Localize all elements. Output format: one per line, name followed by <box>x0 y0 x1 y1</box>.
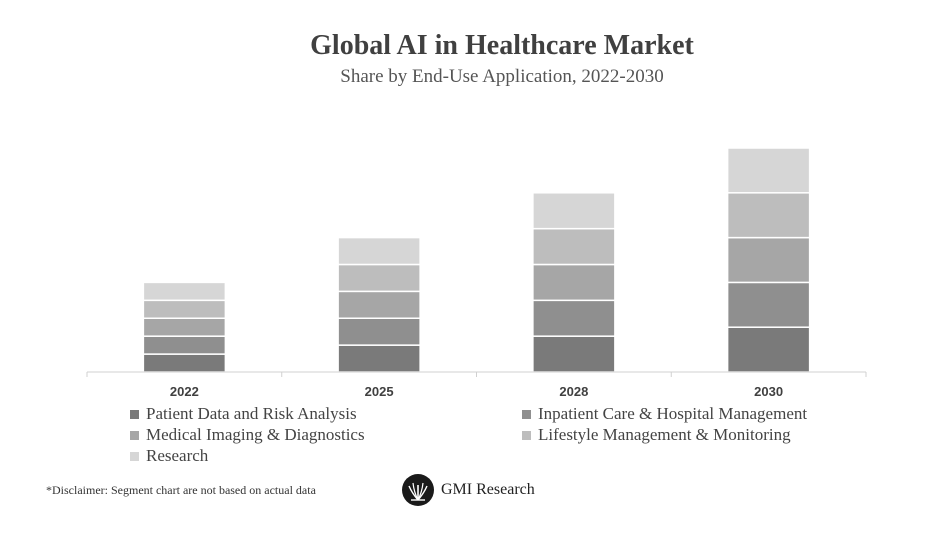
bars-group <box>142 147 811 373</box>
bar-segment-2030-1 <box>726 326 811 373</box>
bar-segment-2025-4 <box>337 263 421 293</box>
bar-segment-2030-5 <box>726 147 811 194</box>
bar-segment-2022-2 <box>142 335 227 355</box>
bar-segment-2025-2 <box>337 317 421 346</box>
stacked-bar-chart: 2022 2025 2028 2030 <box>86 147 867 399</box>
chart-title: Global AI in Healthcare Market <box>310 30 694 61</box>
bar-segment-2030-4 <box>726 192 811 239</box>
chart-subtitle: Share by End-Use Application, 2022-2030 <box>340 66 664 87</box>
legend-swatch <box>130 409 139 419</box>
bar-segment-2022-5 <box>142 281 227 302</box>
bar-segment-2028-1 <box>532 335 616 373</box>
x-tick-label-2028: 2028 <box>559 384 588 399</box>
bar-segment-2025-5 <box>337 236 421 266</box>
x-axis-ticks <box>86 372 867 377</box>
bar-segment-2022-3 <box>142 317 227 337</box>
bar-segment-2025-1 <box>337 344 421 373</box>
legend-label: Inpatient Care & Hospital Management <box>538 404 808 423</box>
legend-label: Patient Data and Risk Analysis <box>146 404 357 423</box>
gmi-research-logo-icon <box>402 474 434 506</box>
legend-label: Lifestyle Management & Monitoring <box>538 425 791 444</box>
chart-legend: Patient Data and Risk Analysis Inpatient … <box>130 404 850 466</box>
bar-segment-2028-4 <box>532 227 616 266</box>
bar-segment-2025-3 <box>337 290 421 319</box>
legend-item: Lifestyle Management & Monitoring <box>522 425 850 445</box>
bar-segment-2028-5 <box>532 192 616 230</box>
legend-swatch <box>130 451 139 461</box>
legend-item: Research <box>130 446 522 466</box>
disclaimer-text: *Disclaimer: Segment chart are not based… <box>46 483 316 497</box>
x-axis-tick-labels: 2022 2025 2028 2030 <box>170 384 783 399</box>
bar-segment-2028-2 <box>532 299 616 337</box>
legend-swatch <box>130 430 139 440</box>
x-tick-label-2022: 2022 <box>170 384 199 399</box>
legend-label: Medical Imaging & Diagnostics <box>146 425 365 444</box>
legend-item: Patient Data and Risk Analysis <box>130 404 522 424</box>
legend-label: Research <box>146 446 209 465</box>
bar-segment-2022-4 <box>142 299 227 319</box>
legend-swatch <box>522 409 531 419</box>
x-tick-label-2030: 2030 <box>754 384 783 399</box>
brand-name: GMI Research <box>441 481 535 498</box>
x-tick-label-2025: 2025 <box>365 384 394 399</box>
bar-segment-2030-2 <box>726 281 811 328</box>
bar-segment-2022-1 <box>142 353 227 373</box>
bar-segment-2030-3 <box>726 236 811 284</box>
brand-logo: GMI Research <box>401 473 535 507</box>
legend-item: Inpatient Care & Hospital Management <box>522 404 850 424</box>
bar-segment-2028-3 <box>532 263 616 302</box>
legend-item: Medical Imaging & Diagnostics <box>130 425 522 445</box>
legend-swatch <box>522 430 531 440</box>
